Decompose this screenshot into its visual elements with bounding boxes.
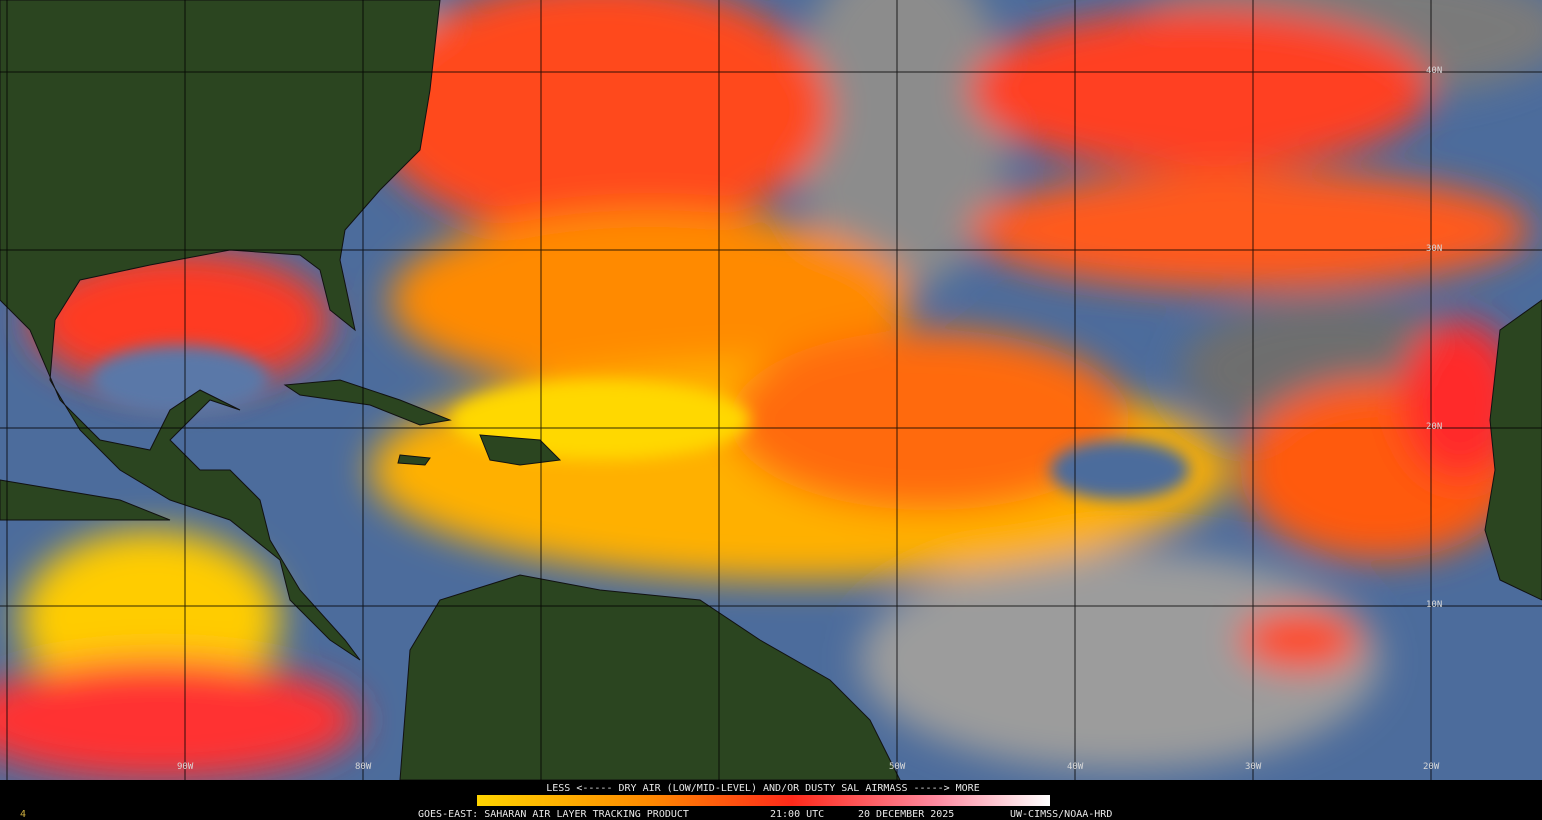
frame-number: 4 — [20, 809, 26, 820]
credit: UW-CIMSS/NOAA-HRD — [1010, 809, 1112, 820]
latitude-label: 10N — [1426, 600, 1442, 610]
product-name: GOES-EAST: SAHARAN AIR LAYER TRACKING PR… — [418, 809, 689, 820]
date: 20 DECEMBER 2025 — [858, 809, 954, 820]
longitude-label: 50W — [889, 762, 906, 772]
longitude-label: 40W — [1067, 762, 1084, 772]
imagery — [0, 0, 1542, 780]
latitude-label: 40N — [1426, 66, 1442, 76]
latitude-label: 20N — [1426, 422, 1442, 432]
lat-lon-grid — [0, 0, 1542, 780]
longitude-label: 20W — [1423, 762, 1440, 772]
land — [0, 0, 1542, 780]
longitude-label: 80W — [355, 762, 372, 772]
latitude-label: 30N — [1426, 244, 1442, 254]
longitude-label: 30W — [1245, 762, 1262, 772]
legend-color-scale — [477, 795, 1050, 806]
time: 21:00 UTC — [770, 809, 824, 820]
longitude-label: 90W — [177, 762, 194, 772]
legend-text: LESS <----- DRY AIR (LOW/MID-LEVEL) AND/… — [546, 783, 979, 794]
